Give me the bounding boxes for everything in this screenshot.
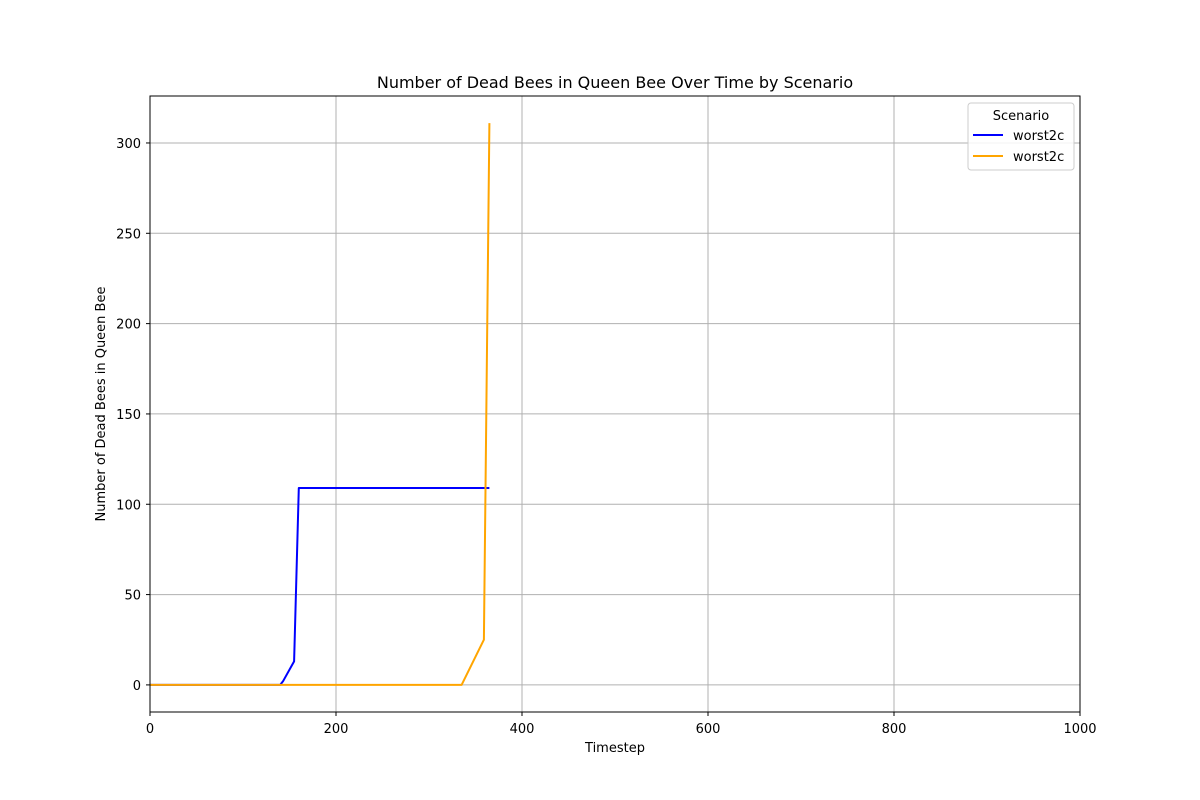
chart-title: Number of Dead Bees in Queen Bee Over Ti… <box>377 73 853 92</box>
legend-box <box>967 102 1075 171</box>
legend-title: Scenario <box>993 109 1050 124</box>
legend: Scenario worst2c worst2c <box>967 102 1075 171</box>
y-tick-label: 100 <box>116 498 141 513</box>
x-tick-label: 800 <box>882 722 907 737</box>
plot-frame <box>149 95 1081 713</box>
plot-area <box>150 96 1080 712</box>
y-axis-label: Number of Dead Bees in Queen Bee <box>94 287 109 522</box>
series-line-2 <box>150 123 491 686</box>
x-tick-label: 600 <box>696 722 721 737</box>
y-tick-label: 50 <box>124 589 141 604</box>
series-lines <box>150 123 491 686</box>
y-axis: 0 50 100 150 200 250 300 <box>116 137 150 694</box>
y-tick-label: 0 <box>133 679 141 694</box>
x-axis-label: Timestep <box>584 741 645 756</box>
x-tick-label: 200 <box>324 722 349 737</box>
x-tick-label: 1000 <box>1063 722 1096 737</box>
legend-label-1: worst2c <box>1013 129 1064 144</box>
y-tick-label: 250 <box>116 227 141 242</box>
legend-label-2: worst2c <box>1013 150 1064 165</box>
x-tick-label: 400 <box>510 722 535 737</box>
y-tick-label: 150 <box>116 408 141 423</box>
y-tick-label: 300 <box>116 137 141 152</box>
x-tick-label: 0 <box>146 722 154 737</box>
y-tick-label: 200 <box>116 318 141 333</box>
x-axis: 0 200 400 600 800 1000 <box>146 712 1097 737</box>
